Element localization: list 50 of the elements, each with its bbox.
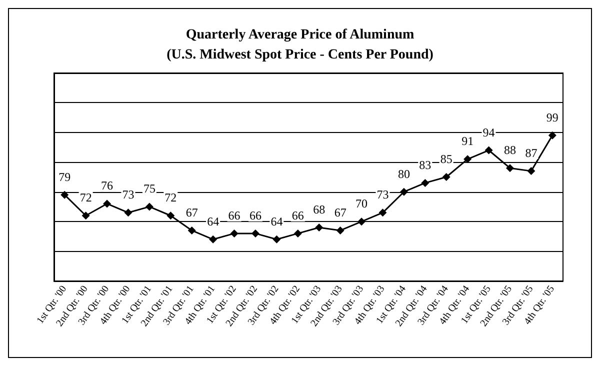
point [315,224,324,232]
data-label: 73 [122,188,134,202]
point [358,218,366,226]
chart-title: Quarterly Average Price of Aluminum [186,28,415,42]
data-label: 88 [504,143,516,158]
point [506,164,514,172]
data-label: 70 [356,196,368,211]
point [527,167,536,176]
point [166,212,175,220]
data-label: 64 [207,214,220,228]
point [378,208,387,217]
data-label: 87 [525,146,538,160]
chart-subtitle: (U.S. Midwest Spot Price - Cents Per Pound) [166,48,434,62]
point [103,200,112,208]
point [60,190,69,199]
point [400,188,408,196]
point [230,229,238,238]
point [442,173,450,181]
point [82,212,90,220]
data-label: 85 [440,152,452,166]
point [145,202,154,211]
point [294,229,302,238]
data-label: 66 [292,208,304,222]
data-label: 67 [186,205,198,220]
data-label: 99 [546,110,558,124]
data-label: 73 [376,188,389,202]
data-label: 66 [249,208,262,222]
data-label: 83 [419,158,432,172]
data-label: 91 [462,134,474,148]
point [251,229,260,238]
point [188,226,196,234]
point [464,155,472,164]
point [484,146,493,154]
data-label: 67 [334,205,346,220]
data-label: 75 [143,182,156,196]
data-label: 68 [313,202,326,217]
point [336,226,344,234]
point [548,131,556,140]
point [209,235,218,244]
data-label: 72 [80,190,92,205]
data-label: 76 [101,178,114,193]
data-label: 79 [58,170,71,184]
point [124,208,132,217]
data-label: 64 [270,214,283,228]
point [421,178,430,187]
data-label: 80 [398,166,410,181]
data-label: 72 [164,190,177,205]
data-label: 94 [482,125,495,140]
point [272,235,281,244]
data-label: 66 [228,208,240,222]
